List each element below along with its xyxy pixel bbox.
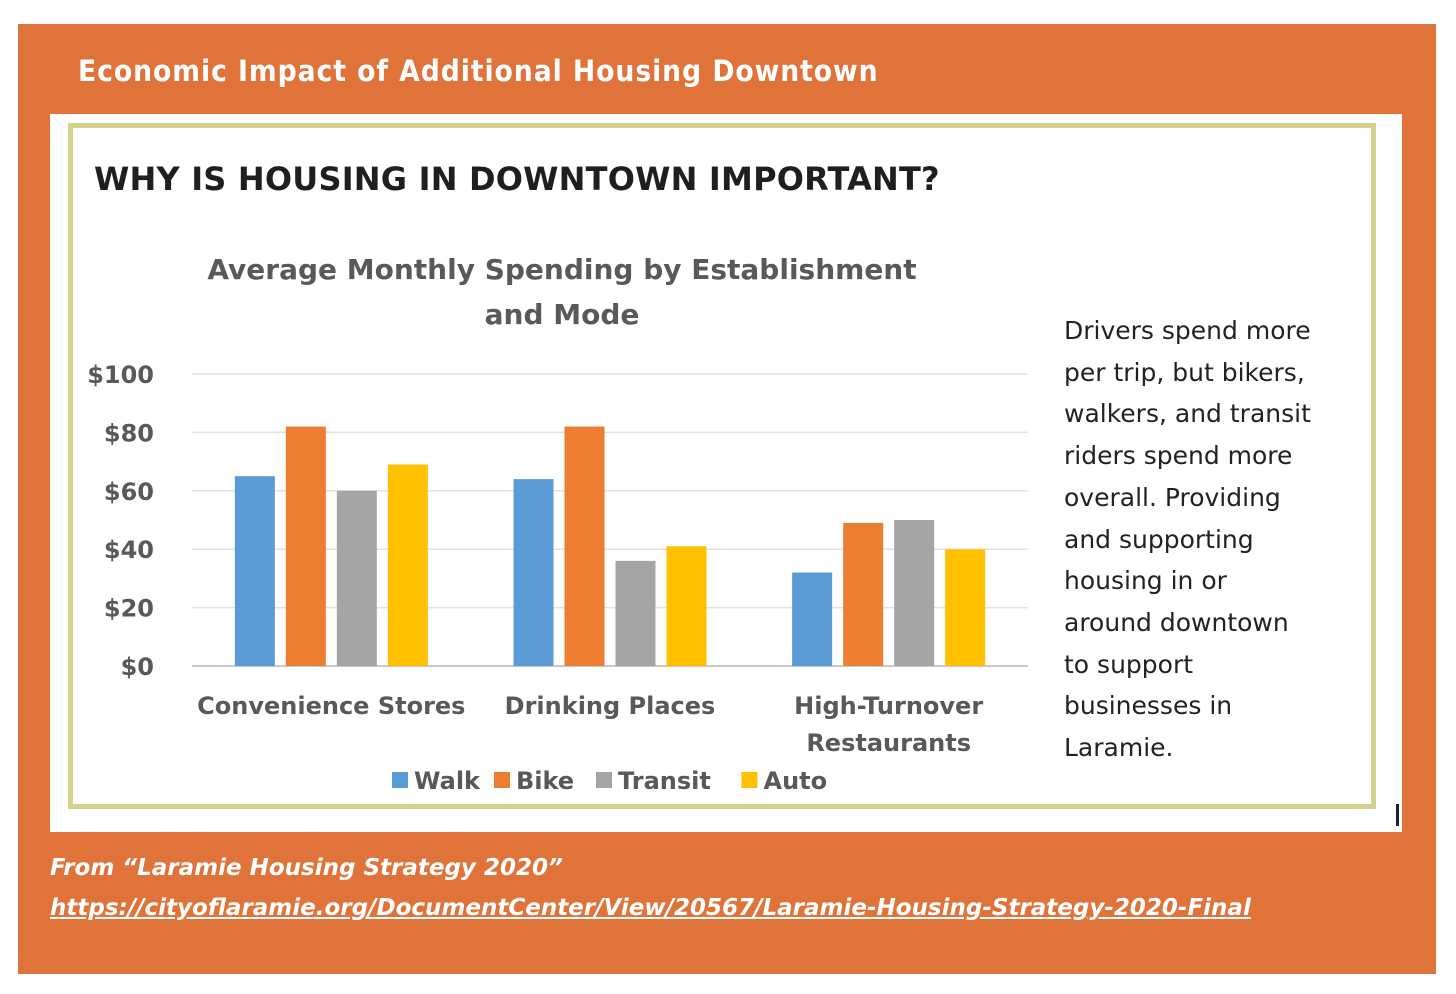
bar-auto (666, 546, 707, 666)
y-tick-label: $80 (104, 419, 154, 447)
y-tick-label: $40 (104, 536, 154, 564)
orange-frame: Economic Impact of Additional Housing Do… (18, 24, 1436, 974)
source-label: From “Laramie Housing Strategy 2020” (50, 855, 563, 881)
bar-auto (945, 549, 986, 666)
legend-label-transit: Transit (618, 767, 711, 795)
spending-bar-chart: Average Monthly Spending by Establishmen… (87, 253, 1028, 795)
bar-walk (234, 476, 275, 666)
x-category-label: Convenience Stores (197, 692, 465, 720)
legend-label-walk: Walk (414, 767, 481, 795)
infographic-panel: WHY IS HOUSING IN DOWNTOWN IMPORTANT? Av… (50, 114, 1402, 832)
page-title: Economic Impact of Additional Housing Do… (78, 54, 879, 88)
panel-edge-mark (1396, 804, 1399, 826)
legend-swatch-bike (494, 772, 510, 788)
source-citation: From “Laramie Housing Strategy 2020” htt… (50, 848, 1251, 928)
legend-label-auto: Auto (764, 767, 828, 795)
bar-transit (615, 560, 656, 666)
x-category-label: High-Turnover (794, 692, 983, 720)
bar-bike (843, 522, 884, 666)
y-tick-label: $100 (87, 361, 154, 389)
explanation-text: Drivers spend more per trip, but bikers,… (1064, 316, 1311, 763)
y-tick-label: $20 (104, 595, 154, 623)
infographic-headline: WHY IS HOUSING IN DOWNTOWN IMPORTANT? (94, 160, 940, 198)
bar-transit (894, 520, 935, 666)
bar-bike (564, 426, 605, 666)
legend-swatch-auto (741, 772, 758, 788)
legend-swatch-walk (392, 772, 408, 788)
bar-walk (792, 572, 833, 666)
y-tick-label: $60 (104, 478, 154, 506)
x-category-label: Restaurants (806, 729, 971, 757)
chart-title-line: and Mode (485, 298, 640, 331)
legend-label-bike: Bike (516, 767, 574, 795)
chart-title-line: Average Monthly Spending by Establishmen… (207, 253, 916, 286)
bar-bike (285, 426, 326, 666)
bar-transit (336, 490, 377, 666)
x-category-label: Drinking Places (505, 692, 716, 720)
panel-border (68, 123, 1376, 809)
bar-walk (513, 479, 554, 666)
source-link[interactable]: https://cityoflaramie.org/DocumentCenter… (50, 895, 1251, 921)
y-tick-label: $0 (121, 653, 154, 681)
legend-swatch-transit (596, 772, 612, 788)
bar-auto (387, 464, 428, 666)
